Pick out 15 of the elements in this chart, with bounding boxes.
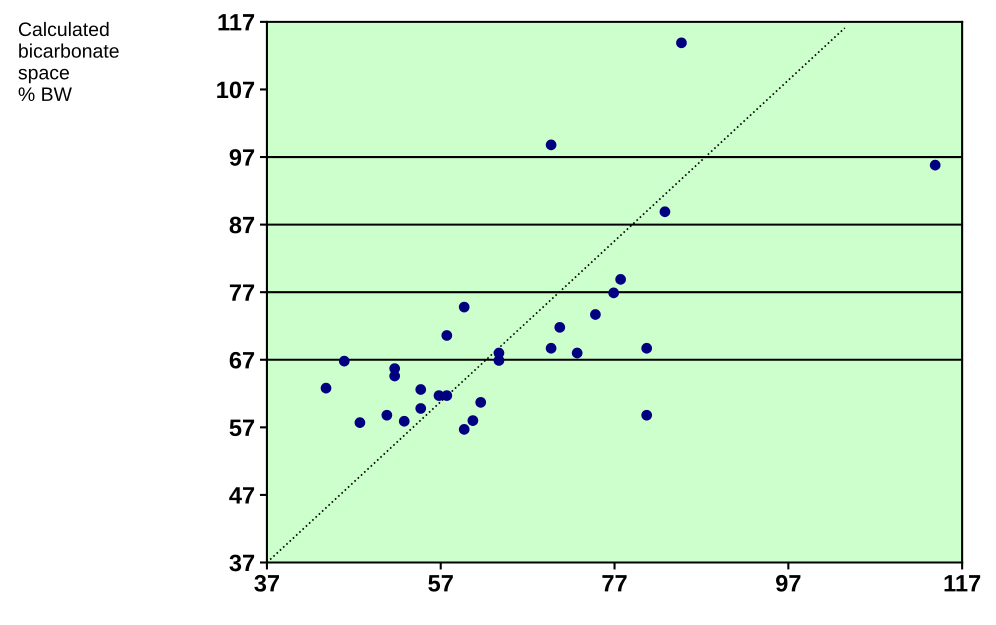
y-tick-label: 87: [230, 216, 254, 234]
x-tick-label: 117: [944, 575, 980, 592]
y-tick-label: 117: [218, 14, 254, 30]
x-tick-label: 77: [602, 575, 627, 592]
x-tick-label: 37: [254, 574, 280, 592]
y-tick-label: 57: [230, 420, 254, 436]
text: Calculated bicarbonate space % BW: [18, 22, 119, 102]
x-tick-label: 57: [428, 575, 453, 592]
y-tick-label: 47: [229, 487, 254, 504]
x-tick-label: 97: [776, 574, 800, 592]
y-tick-label: 97: [230, 149, 254, 166]
y-tick-label: 67: [230, 352, 254, 369]
y-tick-label: 107: [217, 82, 254, 98]
y-tick-label: 77: [230, 284, 254, 301]
y-tick-label: 37: [229, 554, 254, 572]
